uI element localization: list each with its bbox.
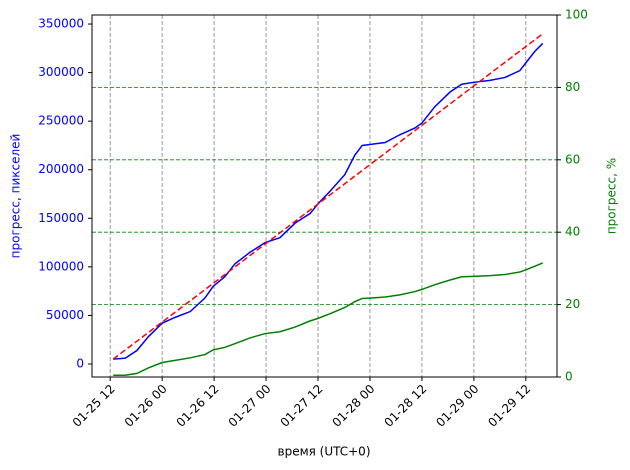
data-line bbox=[112, 33, 544, 360]
y-tick-label: 250000 bbox=[38, 114, 84, 128]
y2-tick-label: 100 bbox=[565, 8, 588, 22]
data-line bbox=[113, 262, 544, 376]
y-tick-label: 350000 bbox=[38, 17, 84, 31]
x-tick-label: 01-28 12 bbox=[381, 382, 429, 430]
plot-frame bbox=[91, 14, 558, 378]
y2-tick-label: 20 bbox=[565, 297, 580, 311]
x-axis-label: время (UTC+0) bbox=[278, 445, 371, 459]
data-line bbox=[113, 42, 544, 360]
y-tick-label: 150000 bbox=[38, 211, 84, 225]
x-tick-label: 01-29 12 bbox=[485, 382, 533, 430]
y2-axis-label: прогресс, % bbox=[605, 158, 619, 234]
y-tick-label: 0 bbox=[76, 356, 84, 370]
y2-tick-label: 80 bbox=[565, 80, 580, 94]
x-tick-label: 01-27 12 bbox=[278, 382, 326, 430]
x-tick-label: 01-26 00 bbox=[122, 382, 170, 430]
x-tick-label: 01-26 12 bbox=[174, 382, 222, 430]
y-tick-label: 50000 bbox=[46, 308, 84, 322]
y-tick-label: 100000 bbox=[38, 259, 84, 273]
x-tick-label: 01-27 00 bbox=[226, 382, 274, 430]
x-tick-label: 01-25 12 bbox=[70, 382, 118, 430]
y2-tick-label: 40 bbox=[565, 225, 580, 239]
x-tick-label: 01-29 00 bbox=[433, 382, 481, 430]
y2-tick-label: 0 bbox=[565, 370, 573, 384]
y2-tick-label: 60 bbox=[565, 152, 580, 166]
x-tick-label: 01-28 00 bbox=[330, 382, 378, 430]
y-tick-label: 200000 bbox=[38, 162, 84, 176]
y-tick-label: 300000 bbox=[38, 65, 84, 79]
y-axis-label: прогресс, пикселей bbox=[9, 134, 23, 259]
